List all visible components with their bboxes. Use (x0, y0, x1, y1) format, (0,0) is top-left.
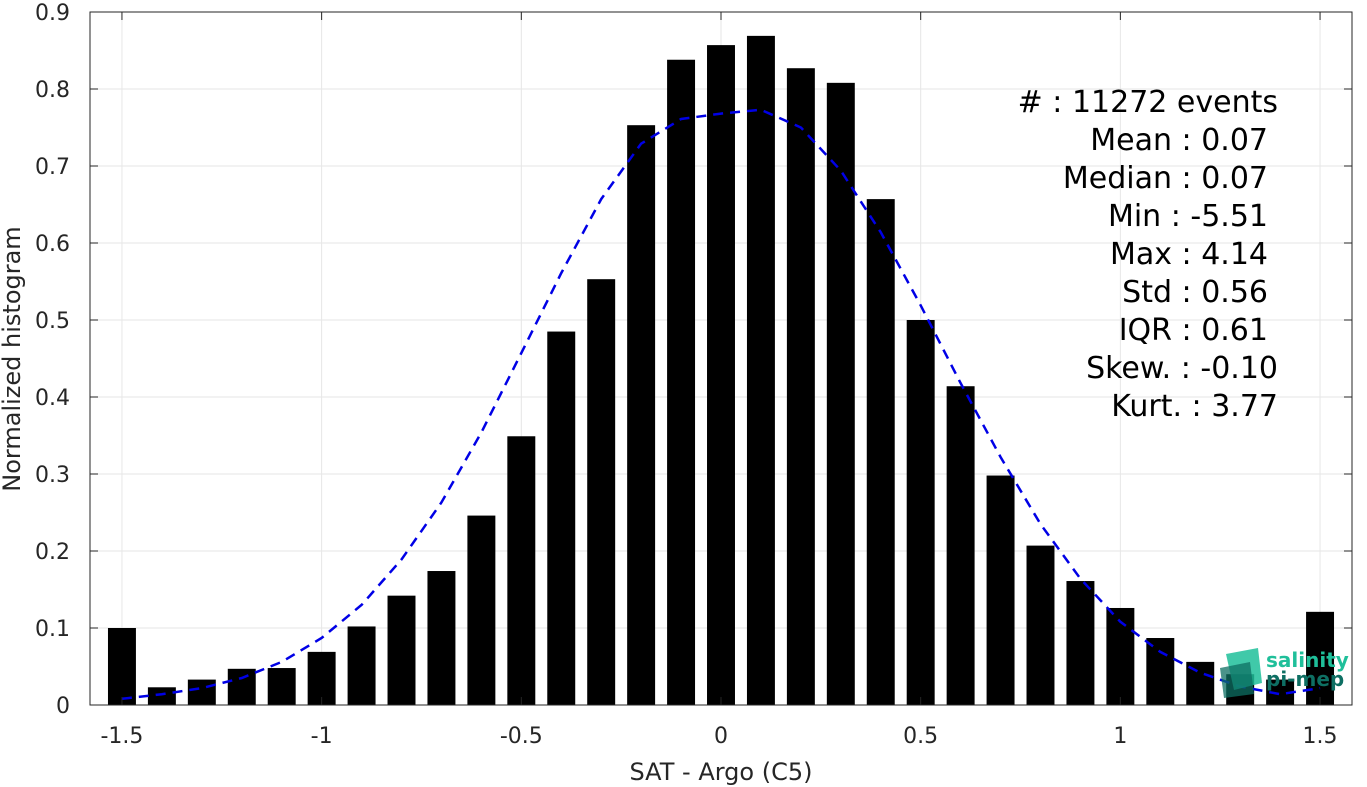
x-tick-label: -0.5 (500, 724, 543, 749)
stat-line: Mean : 0.07 (1090, 123, 1268, 158)
x-tick-label: 0.5 (903, 724, 938, 749)
histogram-bar (1146, 638, 1175, 705)
histogram-bar (707, 45, 735, 706)
histogram-bar (107, 628, 136, 705)
gaussian-fit-curve (121, 108, 1321, 701)
salinity-pimep-logo: salinity pi-mep (1220, 648, 1349, 698)
stat-line: Max : 4.14 (1110, 237, 1268, 272)
histogram-bar (227, 668, 256, 705)
histogram-bar (587, 279, 616, 705)
x-axis-label: SAT - Argo (C5) (630, 758, 813, 786)
y-tick-label: 0.2 (35, 540, 70, 565)
histogram-bar (387, 595, 416, 705)
y-tick-label: 0.8 (35, 78, 70, 103)
histogram-bar (786, 68, 815, 705)
y-tick-label: 0 (56, 694, 70, 719)
histogram-bar (746, 35, 775, 706)
histogram-bar (267, 668, 296, 705)
logo-text-salinity: salinity (1266, 648, 1349, 672)
stat-line: Min : -5.51 (1108, 199, 1268, 234)
x-ticks: -1.5 -1 -0.5 0 0.5 1 1.5 (100, 12, 1338, 749)
histogram-bar (627, 125, 656, 705)
histogram-bar (946, 386, 975, 705)
fit-curve-group (121, 108, 1321, 701)
y-tick-label: 0.4 (35, 386, 70, 411)
histogram-bar (467, 515, 496, 705)
histogram-bar (1106, 607, 1135, 705)
histogram-bar (1066, 581, 1095, 705)
stat-line: IQR : 0.61 (1119, 313, 1268, 348)
y-tick-label: 0.5 (35, 309, 70, 334)
histogram-bars (107, 35, 1335, 706)
y-tick-label: 0.3 (35, 463, 70, 488)
histogram-bar (187, 679, 216, 705)
histogram-bar (906, 320, 935, 705)
y-axis-label: Normalized histogram (0, 226, 26, 491)
logo-mark-icon (1220, 648, 1262, 698)
stat-line: Skew. : -0.10 (1086, 351, 1278, 386)
stat-line: # : 11272 events (1018, 85, 1278, 120)
stat-line: Kurt. : 3.77 (1111, 389, 1278, 424)
stat-line: Std : 0.56 (1122, 275, 1268, 310)
histogram-bar (507, 436, 536, 705)
x-tick-label: -1 (311, 724, 333, 749)
histogram-bar (826, 82, 855, 706)
histogram-bar (1026, 545, 1055, 705)
histogram-bar (547, 331, 576, 705)
x-tick-label: -1.5 (100, 724, 143, 749)
y-tick-label: 0.7 (35, 155, 70, 180)
y-ticks: 0 0.1 0.2 0.3 0.4 0.5 0.6 0.7 0.8 0.9 (35, 1, 1352, 719)
histogram-bar (866, 199, 895, 706)
histogram-bar (347, 626, 376, 705)
x-tick-label: 1.5 (1303, 724, 1338, 749)
histogram-bar (147, 687, 176, 705)
histogram-bar (307, 651, 336, 705)
x-tick-label: 0 (714, 724, 728, 749)
x-tick-label: 1 (1113, 724, 1127, 749)
histogram-bar (986, 475, 1015, 705)
histogram-bar (427, 571, 456, 705)
stat-line: Median : 0.07 (1063, 161, 1268, 196)
y-tick-label: 0.9 (35, 1, 70, 26)
y-tick-label: 0.1 (35, 617, 70, 642)
histogram-bar (667, 59, 696, 706)
y-tick-label: 0.6 (35, 232, 70, 257)
logo-text-pimep: pi-mep (1266, 667, 1344, 691)
